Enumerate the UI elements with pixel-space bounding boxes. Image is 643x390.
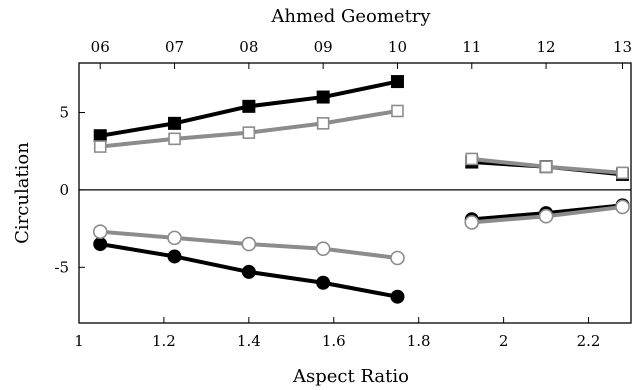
y-tick-label: 5	[59, 104, 69, 122]
series-4	[92, 224, 405, 266]
data-point	[390, 75, 404, 89]
top-tick-label: 12	[537, 38, 556, 56]
data-point	[241, 264, 256, 279]
data-point	[390, 289, 405, 304]
data-point	[316, 117, 330, 130]
data-point	[242, 99, 256, 113]
data-point	[464, 215, 480, 230]
x-tick-label: 1.2	[152, 332, 176, 350]
y-axis-label: Circulation	[12, 142, 33, 244]
data-point	[615, 199, 630, 215]
top-tick-label: 06	[91, 38, 110, 56]
data-point	[465, 152, 479, 166]
top-tick-label: 11	[462, 38, 481, 56]
x-axis-label: Aspect Ratio	[292, 366, 409, 387]
x-tick-label: 2.2	[577, 332, 601, 350]
plot-area: 1 1.2 1.4 1.6 1.8 2 2.2 -5 0 5 06 07 08 09 10 11 12 13	[54, 38, 632, 350]
top-tick-label: 07	[165, 38, 184, 56]
data-point	[315, 241, 331, 257]
data-point	[538, 208, 554, 224]
x-tick-label: 1.8	[407, 332, 431, 350]
series-8	[464, 199, 630, 230]
data-point	[167, 230, 182, 246]
data-point	[168, 132, 181, 146]
data-point	[390, 250, 405, 266]
data-point	[241, 236, 257, 252]
series-3	[93, 237, 405, 304]
top-tick-label: 09	[314, 38, 333, 56]
data-point	[616, 166, 629, 180]
series-6	[465, 152, 629, 180]
data-point	[242, 126, 256, 139]
data-point	[167, 249, 182, 264]
data-point	[93, 129, 107, 143]
data-point	[316, 90, 330, 104]
x-tick-label: 2	[499, 332, 509, 350]
data-point	[92, 224, 108, 239]
data-point	[93, 140, 107, 153]
x-tick-label: 1.6	[322, 332, 346, 350]
x-tick-label: 1	[74, 332, 84, 350]
data-point	[391, 104, 404, 118]
data-point	[316, 275, 331, 290]
top-tick-label: 08	[239, 38, 258, 56]
data-point	[539, 160, 553, 173]
series-2	[93, 104, 404, 153]
x-tick-label: 1.4	[237, 332, 261, 350]
top-tick-label: 10	[388, 38, 407, 56]
chart-title: Ahmed Geometry	[270, 6, 431, 27]
top-tick-label: 13	[613, 38, 632, 56]
data-point	[168, 116, 182, 130]
y-tick-label: -5	[54, 258, 69, 276]
y-tick-label: 0	[59, 181, 69, 199]
plot-frame	[78, 62, 632, 324]
data-point	[93, 237, 108, 252]
